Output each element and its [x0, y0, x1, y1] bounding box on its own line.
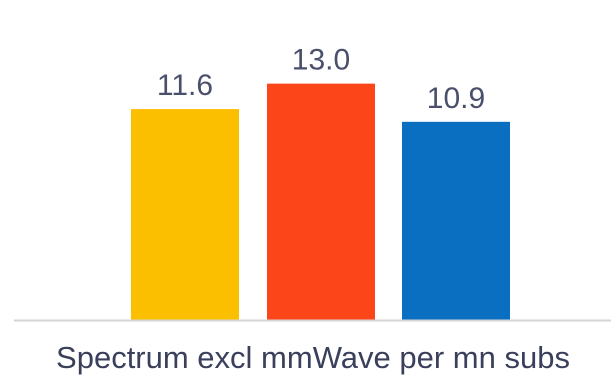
bar-value-label-1: 11.6: [157, 69, 213, 102]
bar-3: [402, 121, 510, 321]
bar-value-label-3: 10.9: [427, 82, 485, 115]
bar-1: [131, 109, 239, 320]
x-axis-label: Spectrum excl mmWave per mn subs: [56, 340, 570, 375]
value-label-group: 11.6 13.0 10.9: [157, 44, 485, 115]
bar-group: [131, 83, 510, 321]
bar-value-label-2: 13.0: [292, 44, 350, 77]
bar-2: [267, 83, 375, 321]
